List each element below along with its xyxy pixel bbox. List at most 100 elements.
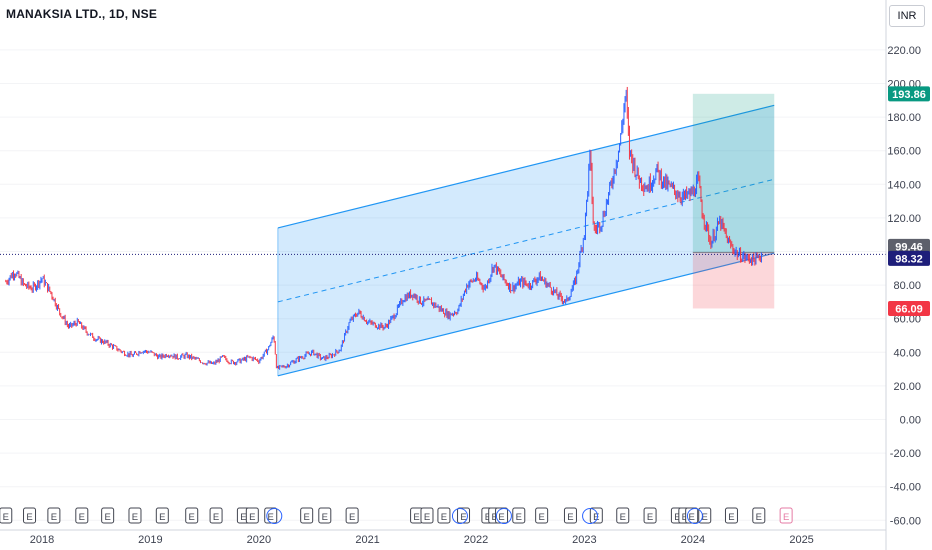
earnings-letter: E: [783, 512, 789, 523]
earnings-box[interactable]: [23, 507, 37, 524]
earnings-marker[interactable]: E: [209, 507, 223, 524]
earnings-letter: E: [424, 512, 430, 523]
price-tag: 99.46: [888, 238, 930, 254]
price-tag-bg: [888, 250, 930, 266]
earnings-marker[interactable]: E: [300, 507, 314, 524]
earnings-box[interactable]: [101, 507, 115, 524]
earnings-box[interactable]: [420, 507, 434, 524]
earnings-box[interactable]: [535, 507, 549, 524]
earnings-letter: E: [51, 512, 57, 523]
x-tick-label: 2018: [30, 534, 54, 546]
loss-zone[interactable]: [692, 252, 775, 309]
earnings-letter: E: [322, 512, 328, 523]
earnings-box[interactable]: [752, 507, 766, 524]
earnings-letter: E: [268, 512, 274, 523]
earnings-marker[interactable]: E: [0, 507, 13, 524]
parallel-channel[interactable]: [277, 104, 775, 377]
earnings-marker[interactable]: E: [420, 507, 434, 524]
dividend-marker[interactable]: [451, 508, 468, 524]
earnings-marker[interactable]: E: [128, 507, 142, 524]
price-series: [5, 86, 762, 370]
earnings-marker[interactable]: E: [185, 507, 199, 524]
price-tag-bg: [888, 86, 930, 102]
dividend-marker[interactable]: [266, 508, 283, 524]
price-tag-label: 98.32: [895, 253, 923, 265]
earnings-letter: E: [189, 512, 195, 523]
earnings-box[interactable]: [185, 507, 199, 524]
earnings-marker[interactable]: E: [318, 507, 332, 524]
earnings-marker[interactable]: E: [589, 507, 603, 524]
dividend-marker[interactable]: [495, 508, 512, 524]
earnings-letter: E: [567, 512, 573, 523]
y-tick-label: 0.00: [900, 415, 921, 427]
earnings-marker[interactable]: E: [779, 507, 793, 524]
earnings-marker[interactable]: E: [75, 507, 89, 524]
earnings-marker[interactable]: E: [535, 507, 549, 524]
earnings-letter: E: [460, 512, 466, 523]
earnings-marker[interactable]: E: [410, 507, 424, 524]
earnings-box[interactable]: [245, 507, 259, 524]
earnings-letter: E: [79, 512, 85, 523]
earnings-box[interactable]: [437, 507, 451, 524]
earnings-box[interactable]: [318, 507, 332, 524]
earnings-box[interactable]: [47, 507, 61, 524]
dividend-marker[interactable]: [582, 508, 599, 524]
earnings-letter: E: [756, 512, 762, 523]
earnings-letter: E: [3, 512, 9, 523]
earnings-box[interactable]: [345, 507, 359, 524]
x-tick-label: 2023: [572, 534, 596, 546]
earnings-box[interactable]: [589, 507, 603, 524]
earnings-letter: E: [498, 512, 504, 523]
earnings-marker[interactable]: E: [616, 507, 630, 524]
y-tick-label: 60.00: [893, 314, 921, 326]
earnings-marker[interactable]: E: [23, 507, 37, 524]
x-tick-label: 2019: [138, 534, 162, 546]
earnings-marker[interactable]: E: [512, 507, 526, 524]
gridlines: [0, 49, 886, 521]
earnings-box[interactable]: [155, 507, 169, 524]
earnings-box[interactable]: [209, 507, 223, 524]
earnings-marker[interactable]: E: [245, 507, 259, 524]
price-tag-bg: [888, 300, 930, 316]
earnings-box[interactable]: [75, 507, 89, 524]
channel-mid-line[interactable]: [277, 178, 775, 303]
dividend-marker[interactable]: [686, 508, 703, 524]
earnings-box[interactable]: [779, 507, 793, 524]
earnings-marker[interactable]: E: [155, 507, 169, 524]
price-tag-label: 66.09: [895, 303, 923, 315]
earnings-letter: E: [647, 512, 653, 523]
earnings-marker[interactable]: E: [752, 507, 766, 524]
earnings-marker[interactable]: E: [101, 507, 115, 524]
x-tick-label: 2025: [789, 534, 813, 546]
y-tick-label: 160.00: [887, 146, 921, 158]
earnings-box[interactable]: [512, 507, 526, 524]
earnings-box[interactable]: [643, 507, 657, 524]
earnings-box[interactable]: [724, 507, 738, 524]
earnings-letter: E: [682, 512, 688, 523]
earnings-marker[interactable]: E: [563, 507, 577, 524]
earnings-marker[interactable]: E: [345, 507, 359, 524]
currency-button[interactable]: INR: [889, 5, 925, 27]
earnings-marker[interactable]: E: [495, 507, 509, 524]
time-axis[interactable]: 2018 2019 2020 2021 2022 2023 2024 2025: [0, 529, 886, 546]
earnings-marker[interactable]: E: [724, 507, 738, 524]
earnings-box[interactable]: [128, 507, 142, 524]
earnings-marker[interactable]: E: [47, 507, 61, 524]
y-tick-label: 140.00: [887, 179, 921, 191]
price-axis[interactable]: 220.00200.00180.00160.00140.00120.00100.…: [885, 0, 921, 550]
earnings-box[interactable]: [563, 507, 577, 524]
price-tag: 98.32: [888, 250, 930, 266]
earnings-marker[interactable]: E: [437, 507, 451, 524]
channel-upper-line[interactable]: [277, 104, 775, 229]
channel-lower-line[interactable]: [277, 252, 775, 377]
earnings-box[interactable]: [300, 507, 314, 524]
y-tick-label: 220.00: [887, 45, 921, 57]
earnings-box[interactable]: [0, 507, 13, 524]
earnings-marker[interactable]: E: [643, 507, 657, 524]
earnings-letter: E: [593, 512, 599, 523]
long-position-tool[interactable]: [692, 93, 775, 309]
earnings-box[interactable]: [616, 507, 630, 524]
